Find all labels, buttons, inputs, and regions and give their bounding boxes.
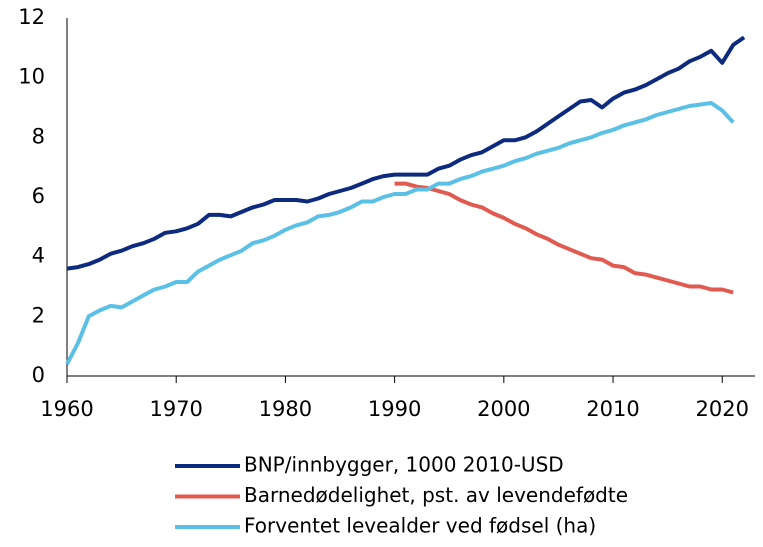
y-tick-label: 8 — [32, 124, 45, 148]
y-tick-label: 10 — [18, 65, 45, 89]
series-line — [66, 35, 746, 271]
y-tick-label: 12 — [18, 5, 45, 29]
legend-label: BNP/innbygger, 1000 2010-USD — [244, 453, 564, 477]
x-tick-label: 2020 — [696, 397, 749, 421]
x-tick-label: 1970 — [149, 397, 202, 421]
x-tick-label: 2000 — [477, 397, 530, 421]
legend: BNP/innbygger, 1000 2010-USD Barnedødelig… — [175, 453, 628, 538]
x-tick-label: 1980 — [259, 397, 312, 421]
x-tick-label: 1960 — [40, 397, 93, 421]
y-tick-label: 0 — [32, 363, 45, 387]
legend-label: Barnedødelighet, pst. av levendefødte — [244, 483, 628, 507]
x-tick-label: 1990 — [368, 397, 421, 421]
series-line — [394, 181, 734, 295]
y-tick-label: 4 — [32, 244, 45, 268]
y-tick-label: 2 — [32, 303, 45, 327]
y-tick-label: 6 — [32, 184, 45, 208]
legend-label: Forventet levealder ved fødsel (ha) — [244, 514, 596, 538]
x-tick-label: 2010 — [586, 397, 639, 421]
series-line — [65, 101, 735, 366]
